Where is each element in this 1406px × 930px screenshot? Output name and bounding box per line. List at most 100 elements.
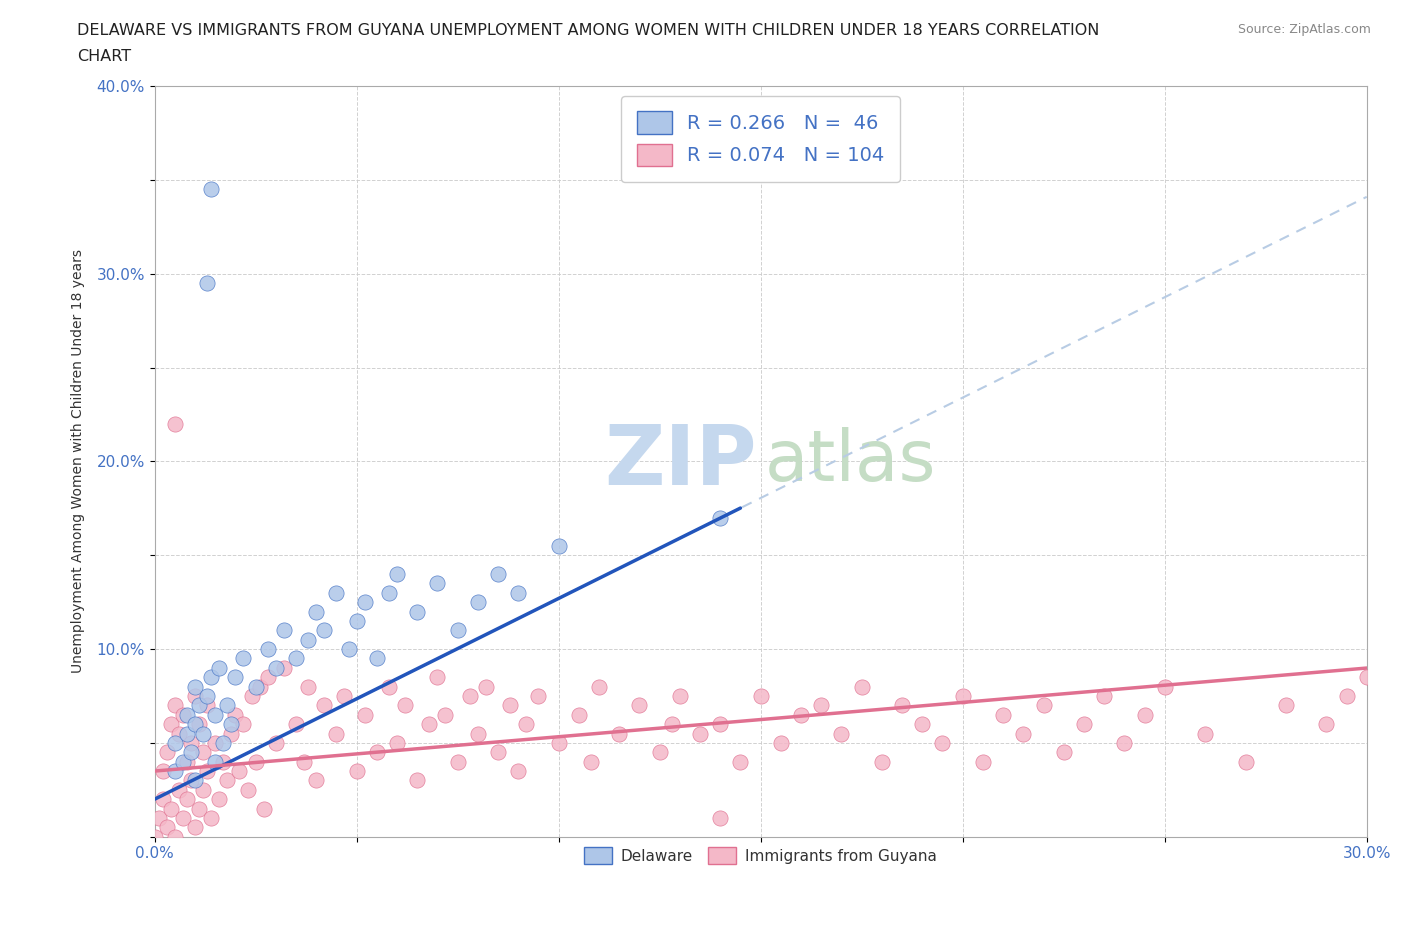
Point [228, 764, 250, 778]
Point [508, 764, 530, 778]
Point [891, 698, 914, 712]
Point [475, 679, 498, 694]
Point [172, 708, 194, 723]
Point [486, 566, 509, 581]
Point [346, 764, 368, 778]
Point [508, 585, 530, 600]
Point [217, 773, 239, 788]
Point [1092, 688, 1115, 703]
Point [769, 736, 792, 751]
Point [314, 623, 336, 638]
Point [253, 801, 276, 816]
Text: DELAWARE VS IMMIGRANTS FROM GUYANA UNEMPLOYMENT AMONG WOMEN WITH CHILDREN UNDER : DELAWARE VS IMMIGRANTS FROM GUYANA UNEMP… [77, 23, 1099, 38]
Point [366, 651, 388, 666]
Point [314, 698, 336, 712]
Point [200, 811, 222, 826]
Point [195, 688, 218, 703]
Point [378, 679, 401, 694]
Point [208, 660, 231, 675]
Point [180, 773, 202, 788]
Point [152, 791, 174, 806]
Point [467, 594, 489, 609]
Point [204, 736, 226, 751]
Point [1234, 754, 1257, 769]
Point [426, 576, 449, 591]
Point [148, 811, 170, 826]
Point [249, 679, 271, 694]
Point [952, 688, 974, 703]
Point [648, 745, 671, 760]
Point [297, 632, 319, 647]
Point [434, 708, 457, 723]
Point [221, 726, 243, 741]
Point [163, 736, 186, 751]
Point [346, 614, 368, 629]
Point [515, 717, 537, 732]
Point [426, 670, 449, 684]
Point [467, 726, 489, 741]
Point [709, 717, 731, 732]
Point [931, 736, 953, 751]
Point [353, 708, 375, 723]
Point [163, 764, 186, 778]
Point [486, 745, 509, 760]
Point [200, 182, 222, 197]
Point [385, 736, 408, 751]
Point [204, 708, 226, 723]
Point [337, 642, 360, 657]
Point [285, 651, 308, 666]
Point [156, 820, 179, 835]
Point [305, 773, 328, 788]
Point [366, 745, 388, 760]
Point [232, 717, 254, 732]
Point [208, 791, 231, 806]
Point [628, 698, 651, 712]
Point [159, 801, 181, 816]
Point [292, 754, 315, 769]
Point [285, 717, 308, 732]
Point [579, 754, 602, 769]
Point [256, 642, 278, 657]
Point [172, 811, 194, 826]
Point [184, 820, 207, 835]
Point [353, 594, 375, 609]
Point [184, 688, 207, 703]
Point [297, 679, 319, 694]
Point [224, 708, 246, 723]
Point [749, 688, 772, 703]
Point [1032, 698, 1054, 712]
Point [245, 679, 267, 694]
Point [1114, 736, 1136, 751]
Point [184, 679, 207, 694]
Point [256, 670, 278, 684]
Point [200, 670, 222, 684]
Point [212, 754, 235, 769]
Point [159, 717, 181, 732]
Point [418, 717, 440, 732]
Point [188, 801, 211, 816]
Point [163, 417, 186, 432]
Y-axis label: Unemployment Among Women with Children Under 18 years: Unemployment Among Women with Children U… [72, 249, 86, 673]
Point [273, 660, 295, 675]
Point [810, 698, 832, 712]
Point [406, 773, 429, 788]
Point [547, 538, 569, 553]
Point [176, 708, 198, 723]
Point [325, 585, 347, 600]
Point [790, 708, 813, 723]
Point [547, 736, 569, 751]
Text: atlas: atlas [765, 427, 936, 496]
Point [378, 585, 401, 600]
Point [305, 604, 328, 619]
Point [156, 745, 179, 760]
Point [163, 698, 186, 712]
Point [172, 754, 194, 769]
Point [152, 764, 174, 778]
Point [240, 688, 263, 703]
Point [143, 830, 166, 844]
Point [830, 726, 852, 741]
Point [264, 736, 287, 751]
Point [1012, 726, 1035, 741]
Point [176, 754, 198, 769]
Point [406, 604, 429, 619]
